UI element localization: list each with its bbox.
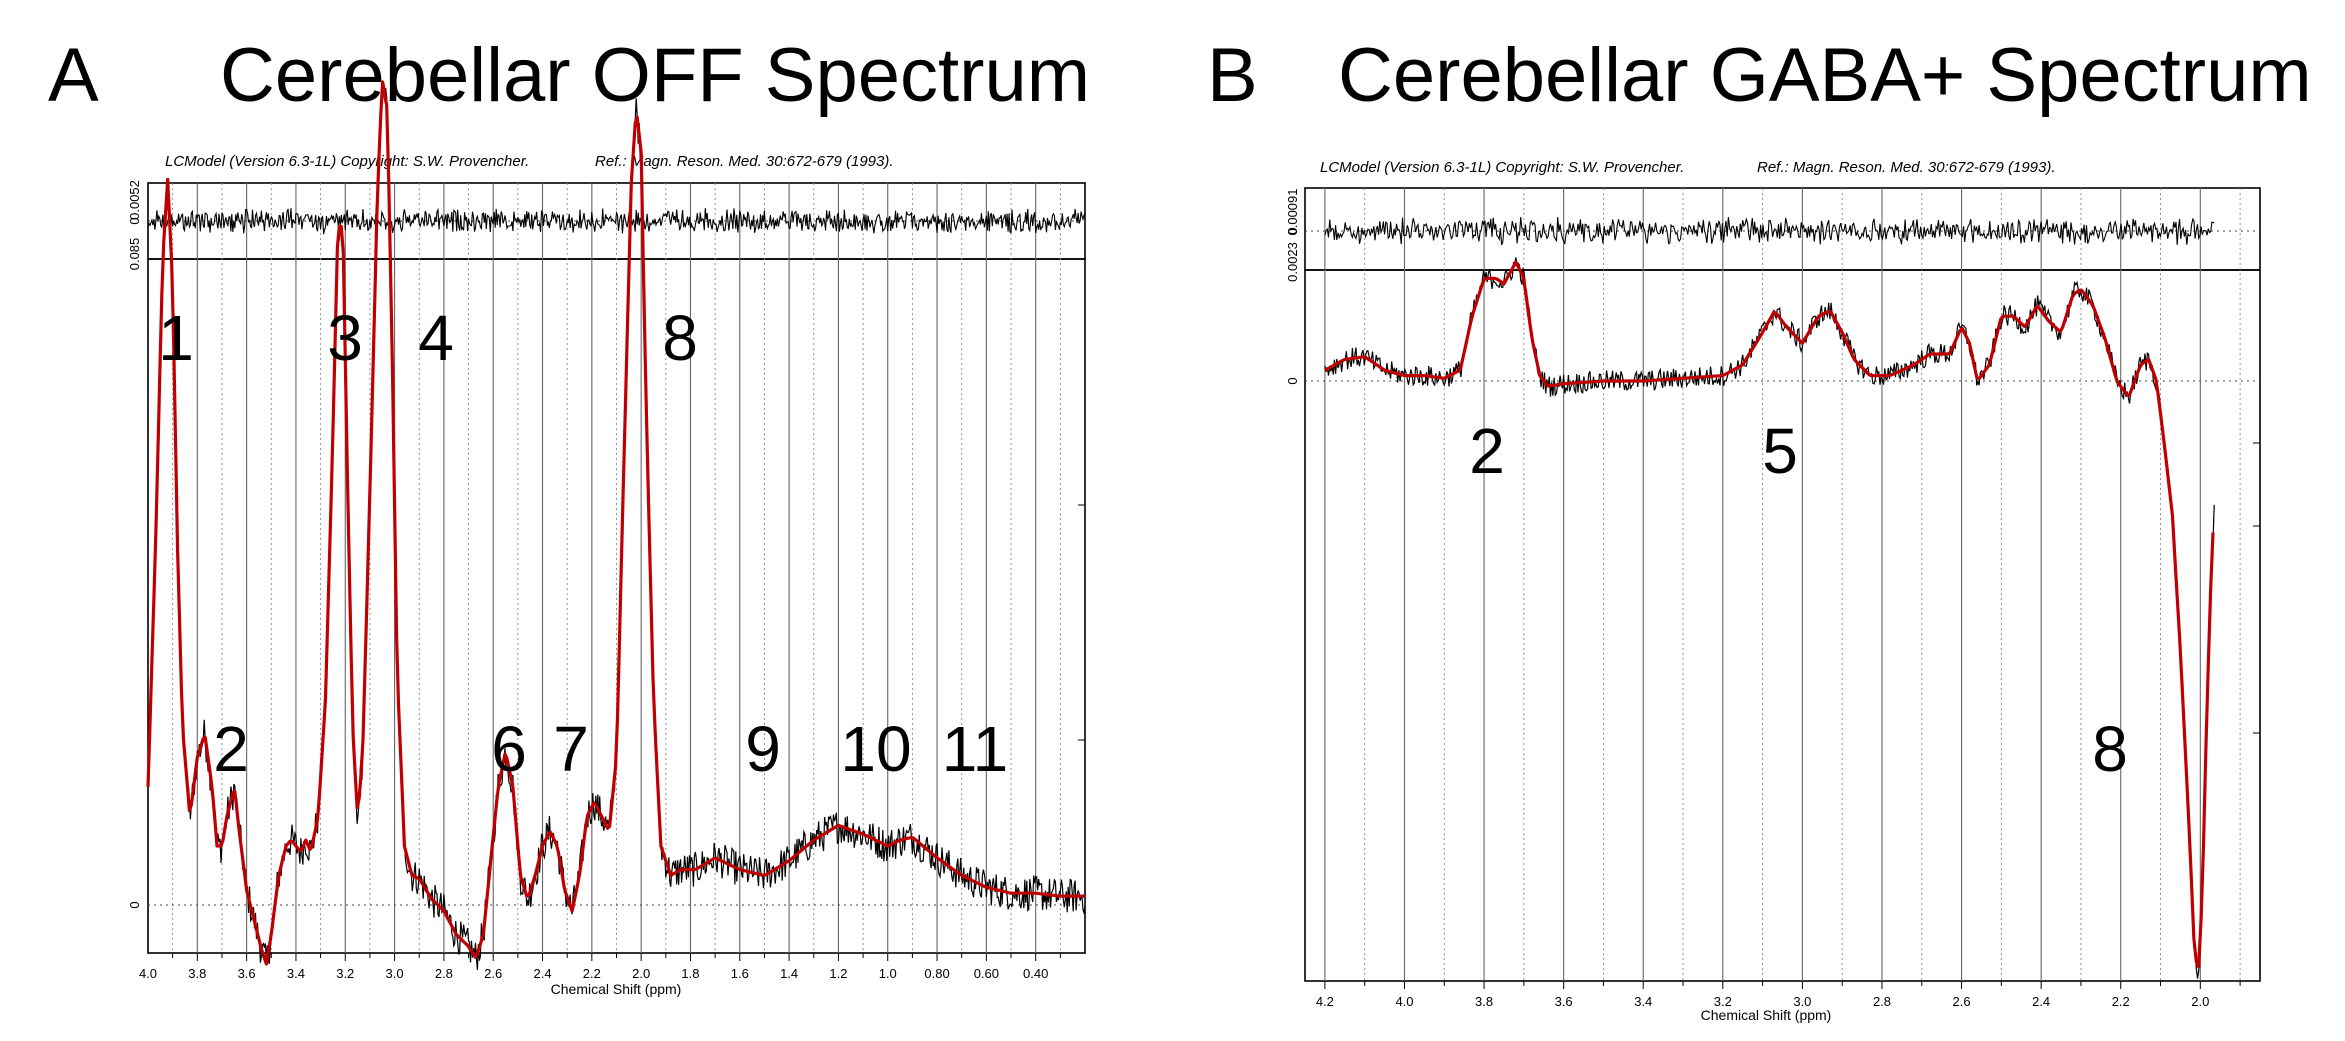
x-tick-label: 3.6 (1555, 994, 1573, 1009)
panel-a-peak-label: 10 (840, 713, 911, 785)
x-tick-label: 1.8 (681, 966, 699, 981)
panel-b-main-tick-zero: 0 (1285, 377, 1300, 384)
x-tick-label: 2.0 (2191, 994, 2209, 1009)
x-tick-label: 2.4 (2032, 994, 2050, 1009)
x-tick-label: 2.2 (583, 966, 601, 981)
panel-b-gridlines (1324, 188, 2241, 981)
panel-a-peak-label: 4 (418, 302, 454, 374)
panel-b-fit-trace (1324, 260, 2215, 969)
panel-a-letter: A (48, 33, 99, 118)
x-tick-label: 0.80 (924, 966, 949, 981)
panel-a-peak-label: 1 (158, 302, 194, 374)
panel-a-peak-label: 3 (327, 302, 363, 374)
panel-a-peak-label: 6 (491, 713, 527, 785)
panel-a-title: Cerebellar OFF Spectrum (220, 33, 1090, 118)
panel-b-peak-label: 5 (1762, 415, 1798, 487)
panel-b-xlabel: Chemical Shift (ppm) (1701, 1007, 1832, 1023)
panel-a-credit: LCModel (Version 6.3-1L) Copyright: S.W.… (165, 153, 529, 170)
panel-b-credit: LCModel (Version 6.3-1L) Copyright: S.W.… (1320, 159, 1684, 176)
x-tick-label: 3.8 (188, 966, 206, 981)
panel-a-reference: Ref.: Magn. Reson. Med. 30:672-679 (1993… (595, 153, 894, 170)
panel-a-residual-tick-top: 0.0052 (127, 180, 142, 220)
x-tick-label: 2.6 (484, 966, 502, 981)
x-tick-label: 0.40 (1023, 966, 1048, 981)
panel-b-letter: B (1207, 33, 1258, 118)
panel-a-peak-label: 11 (942, 713, 1008, 785)
panel-b-residual-tick-zero: 0 (1285, 227, 1300, 234)
panel-a: A Cerebellar OFF Spectrum LCModel (Versi… (48, 33, 1090, 997)
x-tick-label: 3.4 (1634, 994, 1652, 1009)
panel-a-x-axis: 4.0 3.8 3.6 3.4 3.2 3.0 2.8 2.6 2.4 2.2 2.0 1.8 1.6 1… (139, 953, 1061, 981)
panel-b-peak-label: 8 (2092, 713, 2128, 785)
x-tick-label: 2.4 (533, 966, 551, 981)
x-tick-label: 4.2 (1316, 994, 1334, 1009)
x-tick-label: 3.6 (238, 966, 256, 981)
x-tick-label: 3.0 (1793, 994, 1811, 1009)
panel-b: B Cerebellar GABA+ Spectrum LCModel (Ver… (1207, 33, 2312, 1023)
panel-b-reference: Ref.: Magn. Reson. Med. 30:672-679 (1993… (1757, 159, 2056, 176)
x-tick-label: 2.8 (1873, 994, 1891, 1009)
panel-a-main-tick-top: 0.085 (127, 238, 142, 271)
x-tick-label: 2.0 (632, 966, 650, 981)
panel-a-peak-label: 9 (745, 713, 781, 785)
panel-b-residual-tick-top: 0.00091 (1285, 189, 1300, 236)
x-tick-label: 3.2 (1714, 994, 1732, 1009)
panel-b-x-axis: 4.2 4.0 3.8 3.6 3.4 3.2 3.0 2.8 2.6 2.4 2.2 2.0 (1316, 981, 2241, 1009)
panel-a-main-tick-zero: 0 (127, 901, 142, 908)
panel-b-residual-trace (1324, 216, 2215, 246)
x-tick-label: 2.6 (1953, 994, 1971, 1009)
panel-a-peak-label: 2 (213, 713, 249, 785)
panel-a-peak-label: 7 (553, 713, 589, 785)
panel-b-main-tick-top: 0.0023 (1285, 242, 1300, 282)
x-tick-label: 3.4 (287, 966, 305, 981)
x-tick-label: 3.2 (336, 966, 354, 981)
x-tick-label: 1.0 (879, 966, 897, 981)
x-tick-label: 1.6 (731, 966, 749, 981)
x-tick-label: 1.4 (780, 966, 798, 981)
panel-a-gridlines (172, 183, 1061, 953)
x-tick-label: 1.2 (829, 966, 847, 981)
x-tick-label: 0.60 (974, 966, 999, 981)
panel-a-xlabel: Chemical Shift (ppm) (551, 981, 682, 997)
panel-b-plot-frame (1304, 269, 2261, 982)
x-tick-label: 4.0 (139, 966, 157, 981)
x-tick-label: 2.8 (435, 966, 453, 981)
x-tick-label: 4.0 (1395, 994, 1413, 1009)
x-tick-label: 3.8 (1475, 994, 1493, 1009)
panel-b-peak-label: 2 (1469, 415, 1505, 487)
panel-b-title: Cerebellar GABA+ Spectrum (1338, 33, 2312, 118)
x-tick-label: 3.0 (386, 966, 404, 981)
x-tick-label: 2.2 (2112, 994, 2130, 1009)
panel-a-residual-trace (147, 207, 1086, 235)
panel-a-fit-trace (146, 80, 1085, 966)
panel-a-peak-label: 8 (662, 302, 698, 374)
panel-a-residual-tick-zero: 0 (127, 217, 142, 224)
